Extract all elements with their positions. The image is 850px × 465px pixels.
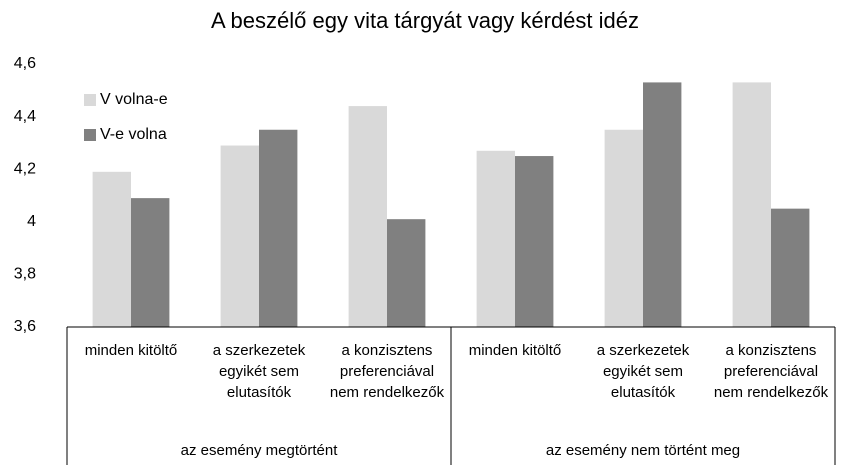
- y-tick-label: 3,8: [14, 266, 36, 283]
- x-tick-label: a szerkezetek egyikét sem elutasítók: [596, 342, 690, 401]
- y-tick-label: 4,2: [14, 160, 36, 177]
- group-label: az esemény megtörtént: [180, 442, 338, 459]
- x-tick-label: a konzisztens preferenciával nem rendelk…: [713, 342, 829, 401]
- bar: [348, 106, 387, 327]
- legend-swatch: [84, 129, 96, 141]
- chart-title: A beszélő egy vita tárgyát vagy kérdést …: [211, 8, 639, 33]
- group-label: az esemény nem történt meg: [545, 442, 741, 459]
- legend-label: V volna-e: [100, 91, 168, 108]
- y-tick-label: 4,4: [14, 108, 36, 125]
- x-tick-label: minden kitöltő: [84, 342, 178, 359]
- bar: [131, 198, 170, 327]
- bar: [732, 82, 771, 327]
- x-tick-label: a konzisztens preferenciával nem rendelk…: [329, 342, 445, 401]
- x-tick-label: a szerkezetek egyikét sem elutasítók: [212, 342, 306, 401]
- bar: [771, 208, 810, 327]
- y-tick-label: 4: [27, 213, 36, 230]
- y-tick-label: 3,6: [14, 318, 36, 335]
- y-tick-label: 4,6: [14, 55, 36, 72]
- x-tick-label: minden kitöltő: [468, 342, 562, 359]
- bar: [515, 156, 554, 327]
- bar: [387, 219, 426, 327]
- bar: [476, 150, 515, 327]
- legend-swatch: [84, 94, 96, 106]
- bar: [220, 145, 259, 327]
- legend-label: V-e volna: [100, 126, 167, 143]
- bar: [604, 129, 643, 327]
- bar: [259, 129, 298, 327]
- bar: [92, 171, 131, 327]
- bar: [643, 82, 682, 327]
